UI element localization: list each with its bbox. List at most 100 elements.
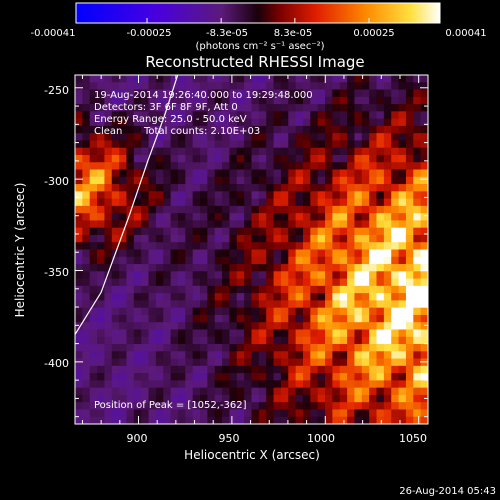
heatmap-cell [104,169,113,178]
heatmap-cell [207,394,216,403]
heatmap-cell [266,249,274,258]
heatmap-cell [141,169,149,178]
heatmap-cell [273,111,282,120]
heatmap-cell [192,278,201,287]
heatmap-cell [413,365,422,374]
heatmap-cell [317,162,326,170]
heatmap-cell [317,89,326,98]
heatmap-cell [200,104,208,112]
colorbar-gradient [75,2,441,24]
heatmap-cell [104,198,113,207]
heatmap-cell [391,147,399,156]
heatmap-cell [222,242,230,250]
heatmap-cell [185,358,194,367]
heatmap-cell [155,380,164,389]
heatmap-cell [280,96,289,105]
heatmap-cell [163,82,171,90]
heatmap-cell [391,336,399,345]
heatmap-cell [420,125,428,134]
heatmap-cell [111,256,120,265]
heatmap-cell [111,125,120,134]
heatmap-cell [258,198,267,207]
heatmap-cell [405,198,414,207]
heatmap-cell [89,147,98,156]
heatmap-cell [222,285,230,294]
heatmap-cell [266,75,274,83]
heatmap-cell [104,96,113,105]
heatmap-cell [214,176,223,185]
heatmap-cell [361,82,370,90]
heatmap-cell [339,344,348,352]
heatmap-cell [391,358,399,367]
heatmap-cell [391,293,399,301]
heatmap-cell [383,198,392,207]
heatmap-cell [163,358,171,367]
heatmap-cell [266,300,274,309]
heatmap-cell [155,184,164,192]
heatmap-cell [369,205,377,214]
heatmap-cell [339,220,348,229]
heatmap-cell [258,176,267,185]
heatmap-cell [192,82,201,90]
heatmap-cell [280,271,289,279]
heatmap-cell [251,394,260,403]
heatmap-cell [273,314,282,323]
heatmap-cell [376,402,385,410]
heatmap-cell [177,329,186,338]
heatmap-cell [332,249,341,258]
heatmap-cell [155,147,164,156]
colorbar-tick-3: -8.3e-05 [206,28,248,39]
heatmap-cell [155,409,164,418]
heatmap-cell [192,394,201,403]
heatmap-cell [133,227,142,236]
heatmap-cell [288,234,297,243]
heatmap-cell [295,198,304,207]
heatmap-cell [97,271,105,279]
heatmap-cell [207,140,216,149]
heatmap-cell [89,365,98,374]
heatmap-cell [383,314,392,323]
heatmap-cell [185,133,194,141]
heatmap-cell [354,89,363,98]
heatmap-cell [295,351,304,359]
heatmap-cell [273,242,282,250]
heatmap-cell [82,125,91,134]
heatmap-cell [177,133,186,141]
heatmap-cell [133,140,142,149]
heatmap-cell [133,147,142,156]
heatmap-cell [288,409,297,418]
heatmap-cell [244,293,252,301]
heatmap-cell [369,314,377,323]
heatmap-cell [104,191,113,199]
heatmap-cell [192,242,201,250]
heatmap-cell [82,271,91,279]
heatmap-cell [273,133,282,141]
heatmap-cell [111,220,120,229]
heatmap-cell [141,234,149,243]
heatmap-cell [369,227,377,236]
heatmap-cell [177,205,186,214]
heatmap-cell [185,140,194,149]
heatmap-cell [111,314,120,323]
heatmap-cell [266,242,274,250]
heatmap-cell [405,242,414,250]
heatmap-cell [288,118,297,127]
heatmap-cell [148,89,157,98]
heatmap-cell [214,154,223,163]
heatmap-cell [266,227,274,236]
heatmap-cell [405,191,414,199]
heatmap-cell [170,147,179,156]
heatmap-cell [266,234,274,243]
heatmap-cell [361,278,370,287]
heatmap-cell [354,147,363,156]
heatmap-cell [82,162,91,170]
heatmap-cell [361,227,370,236]
heatmap-cell [185,213,194,221]
heatmap-cell [97,242,105,250]
heatmap-cell [177,242,186,250]
heatmap-cell [405,351,414,359]
heatmap-cell [420,380,428,389]
heatmap-cell [155,416,164,424]
heatmap-cell [310,373,319,381]
heatmap-cell [89,89,98,98]
